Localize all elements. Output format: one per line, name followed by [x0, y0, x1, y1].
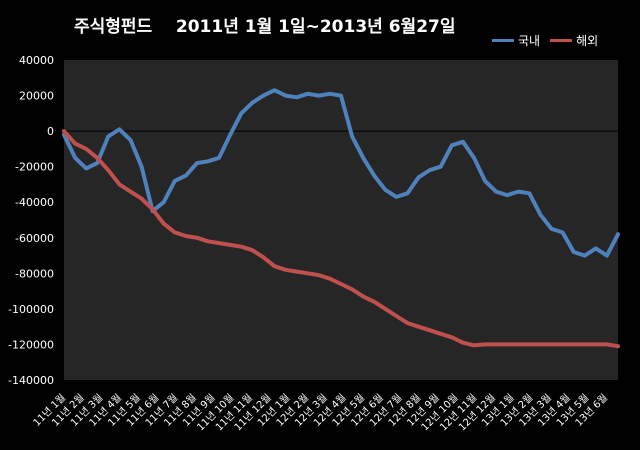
legend-item-domestic: 국내	[492, 32, 540, 49]
y-tick-label: -60000	[15, 232, 54, 245]
y-tick-label: -100000	[8, 303, 54, 316]
legend-swatch-overseas	[550, 39, 573, 42]
y-tick-label: -20000	[15, 161, 54, 174]
y-tick-label: 40000	[19, 54, 54, 67]
legend-label-domestic: 국내	[518, 34, 541, 48]
y-tick-label: 0	[47, 125, 54, 138]
y-tick-label: -40000	[15, 196, 54, 209]
y-tick-label: -80000	[15, 267, 54, 280]
plot-area	[64, 60, 618, 380]
y-tick-label: -120000	[8, 338, 54, 351]
series-line-overseas	[62, 129, 620, 349]
legend-label-overseas: 해외	[576, 34, 599, 48]
chart-title: 주식형펀드 2011년 1월 1일~2013년 6월27일	[74, 17, 456, 37]
y-tick-label: -140000	[8, 374, 54, 387]
legend-swatch-domestic	[492, 39, 514, 42]
legend: 국내 해외	[492, 32, 598, 49]
legend-item-overseas: 해외	[550, 32, 598, 49]
series-line-domestic	[62, 88, 620, 258]
y-tick-label: 20000	[19, 90, 54, 103]
